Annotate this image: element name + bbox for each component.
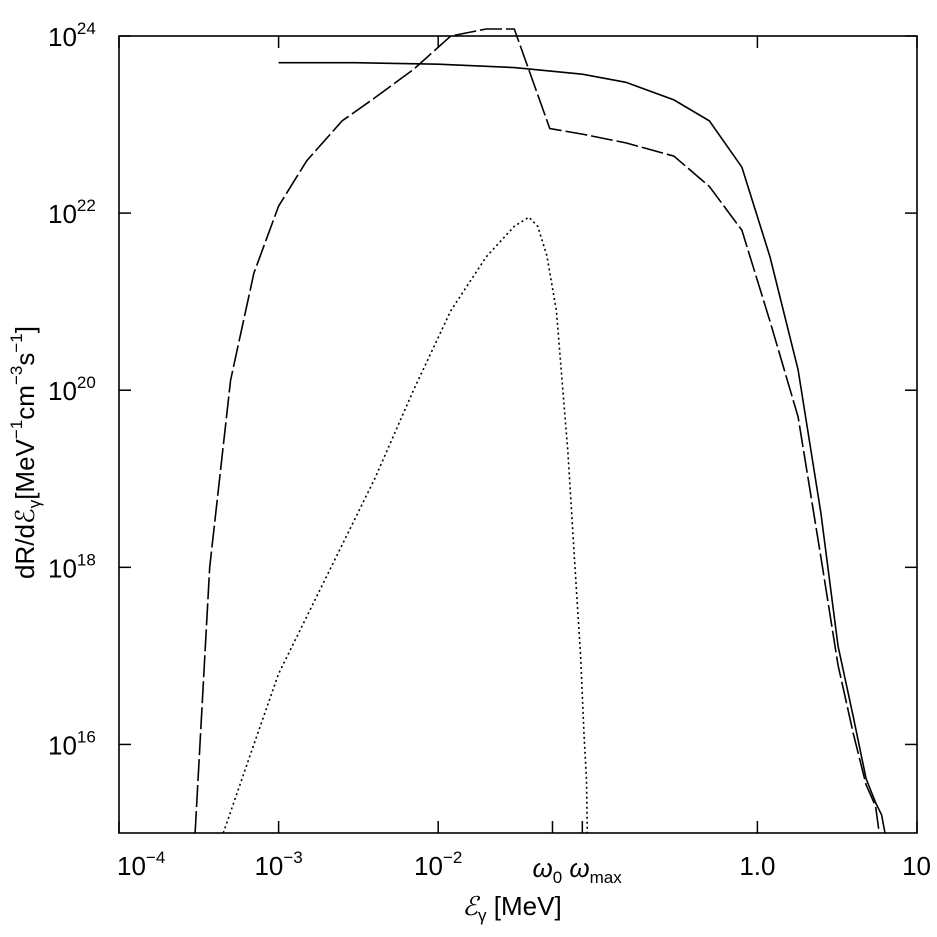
y-tick-label: 1024	[48, 19, 96, 52]
x-axis: 10−4 10−3 10−2 1.0 10	[117, 36, 931, 881]
y-tick-label: 1018	[48, 550, 96, 583]
y-axis: 1016 1018 1020 1022 1024	[48, 19, 917, 760]
plot-frame	[118, 35, 918, 834]
x-tick-label: 10−3	[254, 848, 302, 881]
x-tick-label: 10−4	[117, 848, 165, 881]
x-annotation-label: ωmax	[569, 853, 622, 887]
x-annotation-label: ω0	[532, 853, 562, 887]
y-axis-label: dR/dℰγ[MeV−1cm−3s−1]	[7, 326, 44, 579]
series-dashed-line	[194, 28, 880, 834]
y-tick-label: 1020	[48, 373, 96, 406]
y-tick-label: 1022	[48, 196, 96, 229]
series-group	[194, 28, 886, 834]
x-tick-label: 10−2	[414, 848, 462, 881]
x-tick-label: 10	[902, 851, 931, 881]
x-tick-label: 1.0	[739, 851, 775, 881]
y-tick-label: 1016	[48, 727, 96, 760]
x-axis-label: ℰγ [MeV]	[462, 891, 561, 925]
series-dotted-line	[222, 216, 589, 834]
series-solid-line	[278, 61, 886, 834]
x-annotations: ω0 ωmax	[532, 821, 622, 887]
